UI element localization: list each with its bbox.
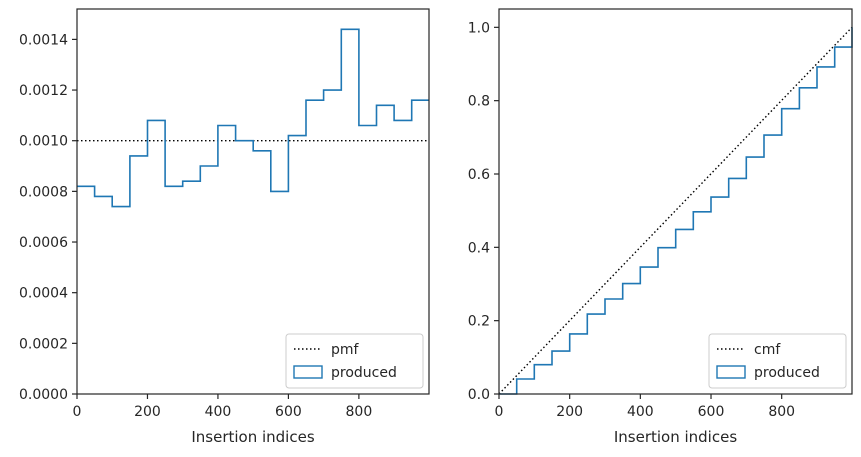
legend-swatch-produced [293, 365, 323, 379]
series-cmf-line [498, 26, 853, 395]
x-axis-label: Insertion indices [614, 428, 737, 446]
x-tick-label: 400 [627, 404, 654, 420]
x-tick-label: 800 [768, 404, 795, 420]
series-produced-line [499, 27, 853, 395]
y-tick-label: 0.2 [468, 314, 490, 330]
y-tick-label: 0.0000 [19, 387, 68, 403]
plot-frame [76, 8, 430, 395]
y-tick-label: 1.0 [468, 20, 490, 36]
legend-box [708, 333, 847, 389]
x-tick-label: 0 [495, 404, 504, 420]
y-tick-label: 0.6 [468, 167, 490, 183]
y-tick-label: 0.0014 [19, 32, 68, 48]
legend-label-produced: produced [754, 365, 820, 381]
y-tick-label: 0.0 [468, 387, 490, 403]
x-tick-label: 800 [346, 404, 373, 420]
x-tick-label: 600 [698, 404, 725, 420]
x-tick-label: 400 [205, 404, 232, 420]
panel-2: 0 200 400 600 800 0.0 0.2 0.4 0.6 0.8 1.0 Insertion… [468, 8, 853, 446]
x-tick-label: 200 [134, 404, 161, 420]
panel-1: 0 200 400 600 800 0.0000 0.0002 0.0004 0.0006 0.0… [19, 8, 430, 446]
x-tick-label: 200 [556, 404, 583, 420]
legend-label-cmf: cmf [754, 342, 781, 358]
legend-box [285, 333, 424, 389]
y-tick-label: 0.0012 [19, 83, 68, 99]
legend: pmf produced [285, 333, 424, 389]
y-tick-label: 0.0006 [19, 235, 68, 251]
x-axis-label: Insertion indices [191, 428, 314, 446]
y-tick-label: 0.0002 [19, 336, 68, 352]
y-tick-label: 0.0010 [19, 134, 68, 150]
legend-label-produced: produced [331, 365, 397, 381]
plot-frame [498, 8, 853, 395]
y-tick-label: 0.0004 [19, 286, 68, 302]
series-produced-line [77, 28, 429, 208]
legend-swatch-produced [716, 365, 746, 379]
x-tick-label: 600 [275, 404, 302, 420]
x-tick-label: 0 [73, 404, 82, 420]
y-tick-label: 0.8 [468, 94, 490, 110]
legend-label-pmf: pmf [331, 342, 360, 358]
y-tick-label: 0.4 [468, 240, 490, 256]
legend: cmf produced [708, 333, 847, 389]
y-tick-label: 0.0008 [19, 184, 68, 200]
